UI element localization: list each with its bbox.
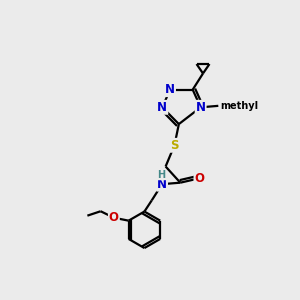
Text: N: N <box>165 83 175 96</box>
Text: N: N <box>157 178 167 191</box>
Text: N: N <box>196 101 206 114</box>
Text: O: O <box>194 172 205 185</box>
Text: H: H <box>158 170 166 180</box>
Text: methyl: methyl <box>220 101 258 111</box>
Text: S: S <box>170 139 179 152</box>
Text: N: N <box>158 101 167 114</box>
Text: O: O <box>109 211 119 224</box>
